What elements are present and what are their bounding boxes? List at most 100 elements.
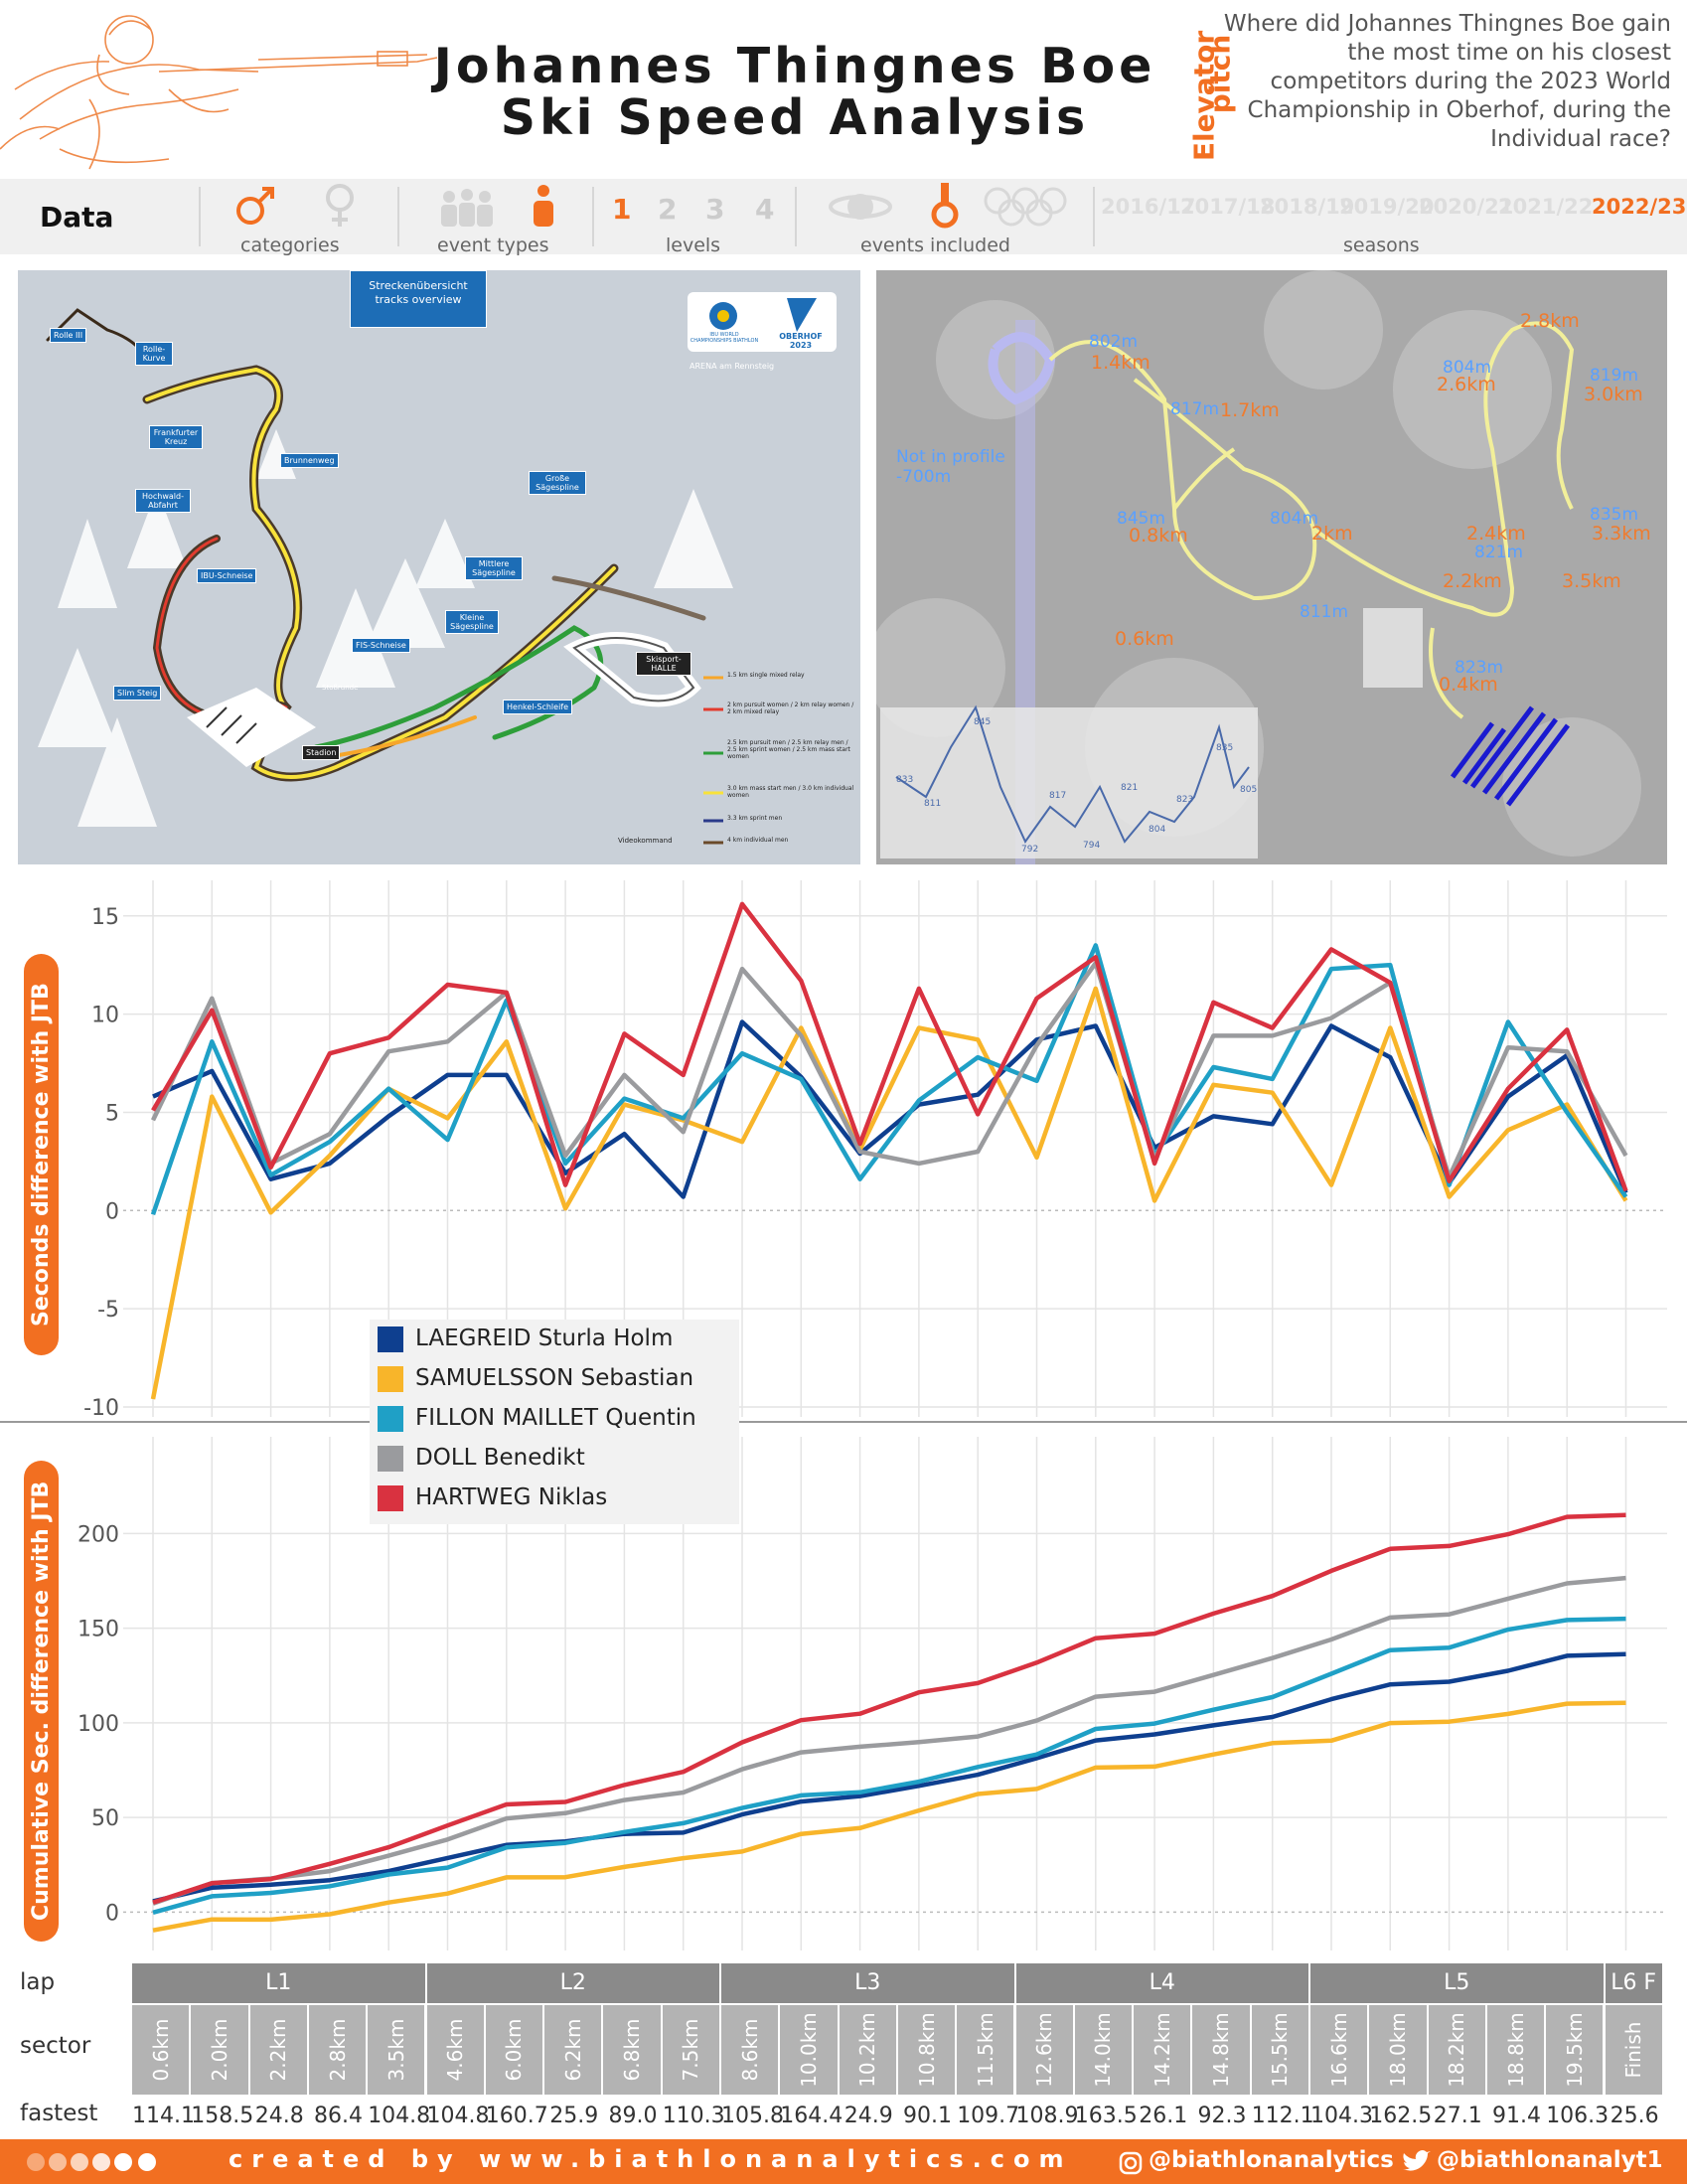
sector-cell: 16.6km [1310, 2005, 1370, 2095]
series-line-fillon-maillet-quentin[interactable] [150, 943, 1628, 1216]
km-label-1-7: 1.7km [1220, 399, 1280, 421]
season-2020-21[interactable]: 2020/21 [1419, 195, 1514, 219]
sector-label: 14.0km [1091, 2012, 1116, 2088]
track-aerial-drawing [876, 270, 1667, 864]
individual-event-icon[interactable] [529, 183, 558, 229]
place-rolle-iii: Rolle III [50, 328, 87, 343]
lap-cell: L6 F [1605, 1963, 1664, 2003]
season-2016-17[interactable]: 2016/17 [1101, 195, 1196, 219]
series-line-samuelsson-sebastian[interactable] [152, 1700, 1626, 1933]
series-line-doll-benedikt[interactable] [150, 960, 1628, 1179]
sector-cell: 6.2km [544, 2005, 604, 2095]
elev-804-north: 804m [1443, 358, 1492, 378]
place-slim-steig: Slim Steig [113, 686, 162, 701]
fastest-cell: 26.1 [1139, 2104, 1188, 2128]
elev-811: 811m [1300, 602, 1349, 622]
sector-cell: 8.6km [721, 2005, 781, 2095]
fastest-cell: 27.1 [1433, 2104, 1482, 2128]
series-line-laegreid-sturla-holm[interactable] [152, 1019, 1628, 1199]
sector-label: 11.5km [973, 2012, 997, 2088]
olympic-rings-icon[interactable] [982, 187, 1073, 227]
series-line-hartweg-niklas[interactable] [152, 1512, 1626, 1905]
sector-label: 8.6km [737, 2018, 762, 2082]
series-line-fillon-maillet-quentin[interactable] [152, 1616, 1626, 1915]
season-2018-19[interactable]: 2018/19 [1260, 195, 1355, 219]
sector-cell: 10.0km [780, 2005, 840, 2095]
categories-label: categories [240, 234, 340, 256]
tracks-overview-header: Streckenübersicht tracks overview [350, 270, 487, 328]
fastest-cell: 162.5 [1369, 2104, 1433, 2128]
y-tick-label: -5 [97, 1298, 119, 1323]
credit-text: created by www.biathlonanalytics.com [229, 2145, 1073, 2173]
place-videokommand: Videokommand [618, 837, 673, 845]
sector-label: Finish [1621, 2021, 1646, 2079]
title-line-1: Johannes Thingnes Boe [433, 38, 1156, 94]
legend-item-samuelsson[interactable]: SAMUELSSON Sebastian [378, 1365, 693, 1397]
instagram-icon[interactable] [1119, 2151, 1143, 2175]
elev-804: 804m [1270, 509, 1319, 529]
mini-profile-845: 845 [974, 717, 992, 727]
sector-cell: 14.8km [1192, 2005, 1252, 2095]
sector-label: 2.8km [325, 2018, 350, 2082]
legend-label: DOLL Benedikt [415, 1445, 585, 1471]
season-2021-22[interactable]: 2021/22 [1498, 195, 1594, 219]
world-cup-icon[interactable] [821, 185, 900, 229]
fastest-cell: 108.9 [1015, 2104, 1079, 2128]
level-4[interactable]: 4 [755, 193, 775, 226]
twitter-icon[interactable] [1401, 2149, 1431, 2175]
y-tick-label: 0 [105, 1901, 119, 1926]
y-tick-label: 5 [105, 1101, 119, 1126]
twitter-handle[interactable]: @biathlonanalyt1 [1437, 2147, 1663, 2173]
sector-label: 18.2km [1445, 2012, 1469, 2088]
legend-item-doll[interactable]: DOLL Benedikt [378, 1445, 585, 1477]
sector-cell: 2.0km [191, 2005, 250, 2095]
sector-label: 10.2km [855, 2012, 880, 2088]
season-2019-20[interactable]: 2019/20 [1339, 195, 1435, 219]
legend-item-laegreid[interactable]: LAEGREID Sturla Holm [378, 1326, 673, 1357]
legend-item-fillon-maillet[interactable]: FILLON MAILLET Quentin [378, 1405, 696, 1437]
season-2017-18[interactable]: 2017/18 [1180, 195, 1276, 219]
dots-logo-icon [27, 2153, 156, 2171]
map-legend-6: 4 km individual men [727, 837, 789, 844]
place-rolle-kurve: Rolle-Kurve [135, 342, 173, 366]
y-tick-label: 10 [91, 1004, 119, 1028]
fastest-cell: 24.9 [844, 2104, 893, 2128]
legend-item-hartweg[interactable]: HARTWEG Niklas [378, 1484, 607, 1516]
season-2022-23[interactable]: 2022/23 [1592, 195, 1687, 219]
sector-cell: Finish [1605, 2005, 1664, 2095]
sector-cell: 7.5km [662, 2005, 721, 2095]
instagram-handle[interactable]: @biathlonanalytics [1149, 2147, 1394, 2173]
oberhof-logo-text: OBERHOF 2023 [779, 332, 823, 350]
level-3[interactable]: 3 [705, 193, 725, 226]
male-icon[interactable] [230, 183, 280, 229]
female-icon[interactable] [320, 181, 360, 231]
team-event-icon[interactable] [435, 185, 497, 229]
series-line-samuelsson-sebastian[interactable] [150, 986, 1628, 1400]
level-1[interactable]: 1 [612, 193, 632, 226]
series-line-doll-benedikt[interactable] [152, 1575, 1626, 1906]
sector-cell: 12.6km [1015, 2005, 1075, 2095]
cumulative-difference-chart: 0 50 100 150 200 Cumulative Sec. difference … [0, 1431, 1687, 1957]
separator [795, 187, 797, 246]
fastest-cell: 86.4 [314, 2104, 364, 2128]
medal-icon[interactable] [928, 181, 962, 231]
series-line-hartweg-niklas[interactable] [151, 901, 1628, 1192]
fastest-cell: 90.1 [903, 2104, 953, 2128]
wc-logo-text: IBU WORLD CHAMPIONSHIPS BIATHLON [690, 332, 759, 344]
sector-cell: 18.0km [1369, 2005, 1429, 2095]
chart1-y-label: Seconds difference with JTB [24, 954, 59, 1355]
km-label-0-4: 0.4km [1439, 674, 1498, 696]
lap-cell: L1 [132, 1963, 427, 2003]
mini-profile-792: 792 [1021, 845, 1039, 855]
lap-cell: L4 [1015, 1963, 1310, 2003]
fastest-cell: 104.8 [368, 2104, 431, 2128]
km-label-2-8: 2.8km [1520, 310, 1580, 332]
separator [397, 187, 399, 246]
mini-profile-817: 817 [1049, 791, 1067, 801]
series-line-laegreid-sturla-holm[interactable] [152, 1651, 1626, 1904]
track-overview-drawing [38, 308, 733, 845]
sector-label: 16.6km [1326, 2012, 1351, 2088]
level-2[interactable]: 2 [658, 193, 678, 226]
elev-835: 835m [1590, 505, 1639, 525]
legend-swatch [378, 1405, 403, 1432]
